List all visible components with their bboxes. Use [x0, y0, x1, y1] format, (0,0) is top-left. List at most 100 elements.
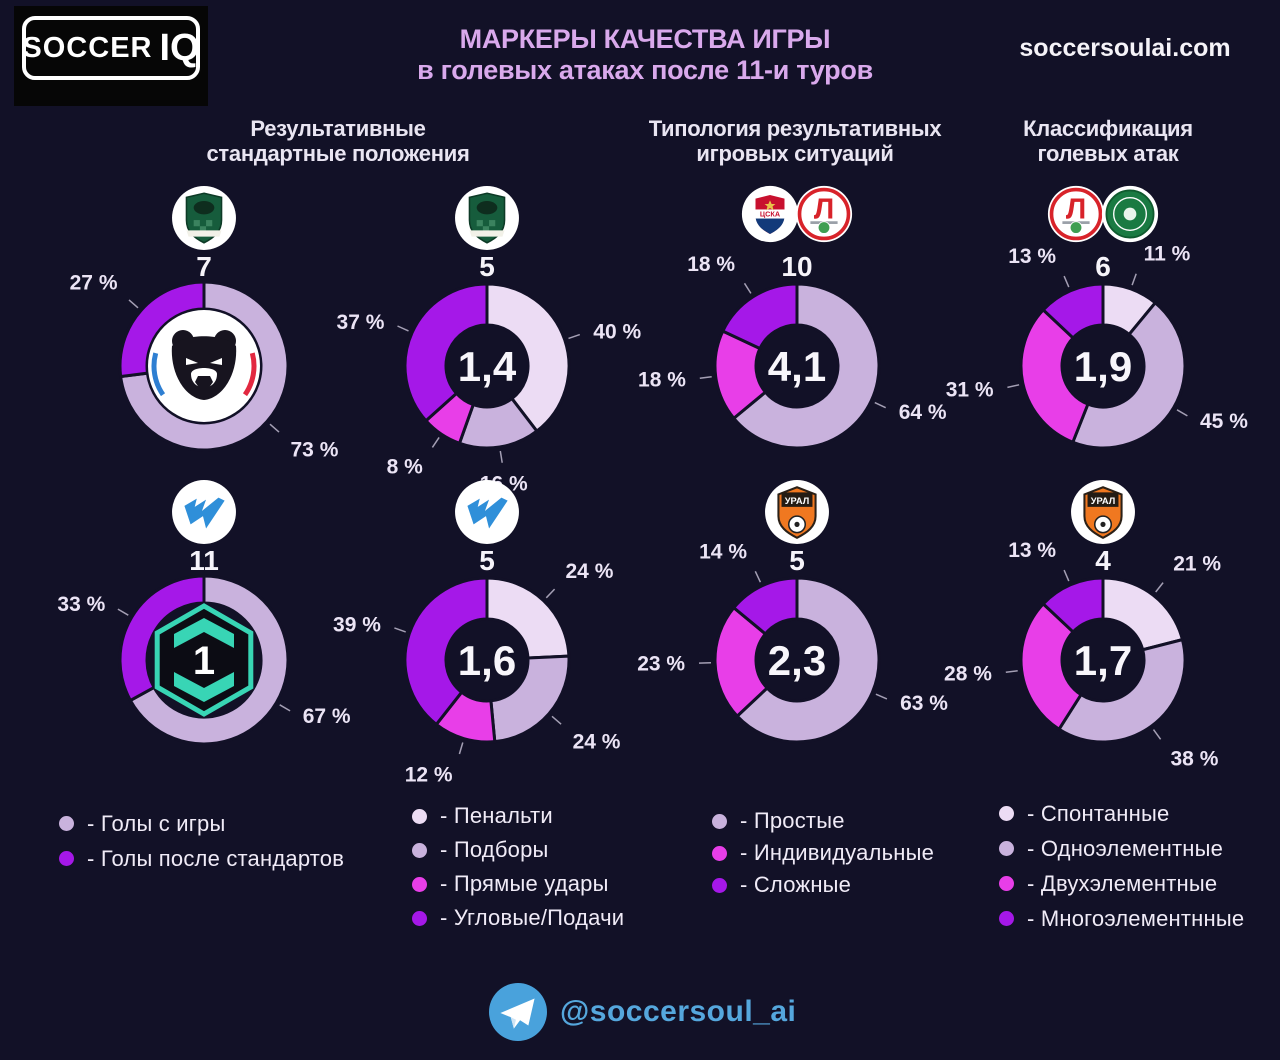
percent-label: 24 %: [573, 731, 621, 754]
club-logos: ЦСКА Л: [707, 185, 887, 243]
svg-text:Л: Л: [814, 194, 834, 226]
lokomotiv-logo: Л: [1047, 185, 1105, 243]
percent-label: 45 %: [1200, 410, 1248, 433]
label-connector: [1155, 582, 1164, 593]
center-value: 1,6: [458, 637, 516, 684]
legend-label: - Прямые удары: [440, 871, 609, 896]
percent-label: 13 %: [1008, 539, 1056, 562]
label-connector: [269, 423, 280, 433]
logo-word-soccer: SOCCER: [22, 31, 153, 64]
label-connector: [397, 325, 409, 332]
legend-item: - Спонтанные: [999, 796, 1244, 831]
percent-label: 24 %: [566, 560, 614, 583]
svg-text:УРАЛ: УРАЛ: [785, 496, 809, 506]
percent-label: 33 %: [57, 593, 105, 616]
legend-dot: [412, 876, 427, 892]
center-value: 4,1: [768, 343, 826, 390]
krasnodar-logo: [172, 186, 236, 250]
legend-dot: [999, 911, 1014, 926]
label-connector: [699, 376, 712, 380]
label-connector: [499, 450, 503, 463]
percent-label: 64 %: [899, 401, 947, 424]
krasnodar-logo: [455, 186, 519, 250]
donut-chart-fnl-situations: ПростыеИндивидуальныеСложные 63 % 23 % 1…: [637, 540, 948, 744]
label-connector: [743, 282, 752, 294]
page-title-line2: в голевых атаках после 11-и туров: [417, 55, 873, 85]
legend-dot: [999, 806, 1014, 821]
legend-label: - Голы с игры: [87, 810, 226, 836]
donut-segment: Простые: [735, 576, 881, 744]
ural-logo: УРАЛ: [765, 480, 829, 544]
legend-item: - Сложные: [712, 869, 934, 901]
club-logos: УРАЛ: [1013, 479, 1193, 545]
legend-3: - Простые - Индивидуальные - Сложные: [712, 805, 934, 901]
donut-chart-rpl-situations: ПростыеИндивидуальныеСложные 64 % 18 % 1…: [638, 253, 947, 450]
center-value: 2,3: [768, 637, 826, 684]
legend-dot: [412, 842, 427, 858]
column-header-attack-classes: Классификация голевых атак: [1023, 116, 1193, 166]
legend-item: - Голы после стандартов: [59, 841, 344, 876]
club-logos: [114, 185, 294, 251]
donut-segment: Голы после стандартов: [118, 280, 206, 379]
label-connector: [1152, 729, 1162, 740]
percent-label: 63 %: [900, 692, 948, 715]
donut-segment: Двухэлементные: [1019, 601, 1084, 732]
legend-label: - Спонтанные: [1027, 800, 1170, 826]
svg-text:Л: Л: [1066, 194, 1086, 226]
rpl-bear-logo: [148, 310, 260, 422]
donut-chart-rpl-standard-types: ПенальтиПодборыПрямые ударыУгловые/Подач…: [337, 282, 641, 496]
logo-word-iq: IQ: [159, 26, 200, 69]
legend-dot: [999, 841, 1014, 856]
label-connector: [545, 588, 556, 599]
donut-segment: Одноэлементные: [1070, 300, 1187, 450]
legend-dot: [712, 813, 727, 829]
legend-item: - Прямые удары: [412, 867, 624, 901]
percent-label: 13 %: [1008, 245, 1056, 268]
label-connector: [875, 693, 888, 700]
legend-label: - Двухэлементные: [1027, 870, 1218, 896]
center-value: 1,9: [1074, 343, 1132, 390]
donut-segment: Пенальти: [485, 576, 571, 660]
donut-segment: Голы с игры: [128, 574, 290, 746]
goal-count: 6: [1095, 251, 1111, 282]
percent-label: 40 %: [593, 320, 641, 343]
donut-segment: Голы с игры: [118, 280, 290, 452]
telegram-icon: [489, 983, 547, 1041]
percent-label: 37 %: [337, 311, 385, 334]
legend-label: - Голы после стандартов: [87, 845, 345, 871]
legend-item: - Двухэлементные: [999, 866, 1244, 901]
goal-count: 5: [479, 545, 495, 576]
club-logos: Л: [1013, 185, 1193, 243]
donut-segment: Многоэлементнные: [1041, 282, 1105, 341]
percent-label: 38 %: [1171, 747, 1219, 770]
label-connector: [128, 299, 139, 309]
percent-label: 39 %: [333, 614, 381, 637]
legend-dot: [59, 851, 74, 866]
center-value: 1,7: [1074, 637, 1132, 684]
donut-segment: Голы после стандартов: [118, 574, 206, 703]
donut-segment: Одноэлементные: [1056, 637, 1187, 744]
svg-text:УРАЛ: УРАЛ: [1091, 496, 1115, 506]
legend-label: - Простые: [740, 808, 845, 833]
label-connector: [1176, 409, 1188, 417]
telegram-handle: @soccersoul_ai: [560, 995, 797, 1028]
goal-count: 7: [196, 251, 212, 282]
column-header-situations: Типология результативных игровых ситуаци…: [648, 116, 942, 166]
label-connector: [1063, 569, 1070, 582]
donut-segment: Угловые/Подачи: [403, 576, 489, 727]
donut-segment: Простые: [731, 282, 881, 450]
goal-count: 5: [479, 251, 495, 282]
percent-label: 11 %: [1144, 242, 1191, 265]
label-connector: [874, 401, 887, 409]
soccer-iq-logo-frame: SOCCER IQ: [22, 16, 200, 80]
donut-segment: Пенальти: [485, 282, 571, 434]
site-url: soccersoulai.com: [1019, 34, 1231, 62]
w-club-logo: [172, 480, 236, 544]
label-connector: [551, 715, 562, 725]
donut-chart-rpl-standards: Голы с игрыГолы после стандартов 73 % 27…: [70, 271, 339, 461]
label-connector: [568, 333, 581, 340]
label-connector: [1131, 273, 1137, 286]
legend-item: - Одноэлементные: [999, 831, 1244, 866]
legend-dot: [412, 910, 427, 926]
donut-chart-fnl-standards: Голы с игрыГолы после стандартов 67 % 33…: [57, 574, 351, 746]
